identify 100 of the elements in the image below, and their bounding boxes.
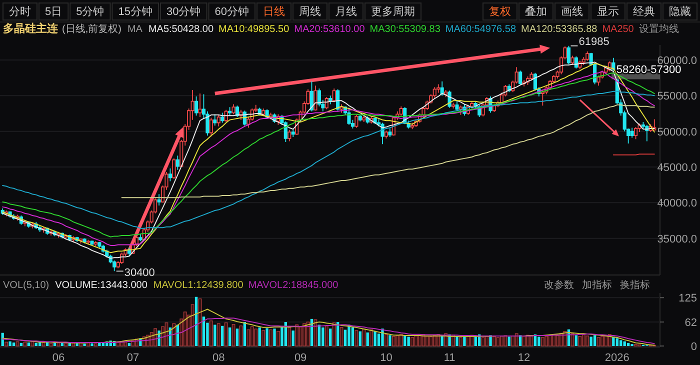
bar [354, 330, 358, 346]
bar [593, 335, 596, 346]
bar [388, 335, 392, 346]
bar [228, 327, 232, 346]
candlestick [530, 72, 534, 82]
text: 显示 [597, 6, 619, 18]
text: 隐藏 [669, 5, 691, 18]
candlestick [209, 117, 213, 137]
candlestick [354, 114, 358, 128]
candlestick [410, 122, 414, 130]
band-label: 58260-57300 [616, 64, 682, 76]
candlestick [176, 155, 180, 170]
bar [492, 336, 496, 346]
candlestick [288, 129, 292, 142]
candlestick [172, 158, 176, 180]
bar [456, 336, 458, 346]
candlestick [120, 252, 124, 264]
x-tick-label: 11 [444, 352, 456, 364]
text: VOL(5,10) [3, 280, 50, 291]
candlestick [310, 80, 314, 112]
bar [463, 336, 466, 346]
bar [221, 326, 224, 346]
bar [214, 324, 216, 346]
text: 加指标 [582, 279, 612, 291]
text: MA30:55309.83 [370, 24, 441, 35]
candlestick [570, 55, 574, 66]
bar [429, 336, 433, 346]
bar [12, 342, 16, 346]
bar [596, 337, 600, 346]
bar [269, 329, 272, 346]
text: 经典 [633, 5, 655, 18]
text: VOLUME:13443.000 [55, 280, 148, 291]
candlestick [444, 89, 448, 98]
text: MA120:53365.88 [521, 24, 598, 35]
chart-title: 多晶硅主连 [3, 22, 59, 35]
bar [246, 329, 250, 346]
line-series [2, 90, 655, 229]
candlestick [82, 238, 86, 244]
candlestick [384, 130, 388, 139]
bar [266, 328, 268, 346]
bar [586, 336, 590, 346]
text: 改参数 [544, 279, 574, 291]
bar [426, 336, 429, 346]
candlestick [451, 102, 456, 109]
candlestick [612, 57, 616, 72]
text: 更多周期 [371, 6, 415, 18]
bar [616, 338, 618, 346]
bar [280, 326, 284, 346]
candlestick [86, 239, 90, 246]
candlestick [586, 50, 590, 62]
bar [236, 328, 239, 346]
text: 5分钟 [76, 6, 104, 18]
bar [511, 336, 515, 346]
x-tick-label: 09 [294, 352, 307, 364]
bar [322, 327, 324, 346]
x-tick-label: 12 [518, 352, 530, 364]
bar [500, 336, 504, 346]
candlestick [291, 128, 295, 138]
chart-subtitle: (日线,前复权) [62, 23, 122, 35]
bar [232, 324, 236, 346]
bar [86, 342, 90, 346]
bar [358, 331, 362, 346]
text: 日线 [263, 5, 285, 18]
bar [116, 342, 120, 346]
bar [288, 327, 292, 346]
text: 画线 [561, 5, 583, 18]
bar [202, 316, 206, 346]
y-tick-label: 55000.0 [657, 90, 697, 103]
bar [224, 322, 228, 346]
bar [578, 336, 582, 346]
bar [496, 337, 500, 346]
bar [64, 342, 68, 346]
text: 复权 [489, 6, 511, 18]
y-tick-label: 50000.0 [657, 126, 697, 138]
bar [485, 336, 488, 346]
bar [544, 336, 548, 346]
bar [366, 332, 369, 346]
bar [254, 328, 258, 346]
bar [407, 336, 410, 346]
bar [16, 341, 20, 346]
bar [42, 342, 46, 346]
text: MA10:49895.50 [218, 24, 290, 35]
candlestick [94, 240, 98, 247]
candlestick [634, 126, 638, 140]
bar [172, 323, 176, 346]
text: MA250 [602, 24, 634, 35]
bar [332, 322, 336, 346]
bar [273, 328, 276, 346]
annotation: 61985 [570, 36, 610, 48]
bar [292, 330, 294, 346]
candlestick [157, 194, 161, 206]
candlestick [455, 100, 459, 112]
candlestick [228, 106, 232, 116]
text: MA [127, 24, 143, 35]
candlestick [566, 45, 571, 65]
bar [504, 335, 508, 346]
bar [4, 342, 8, 346]
bar [620, 340, 622, 346]
text: 分时 [9, 5, 31, 18]
bar [392, 336, 396, 346]
